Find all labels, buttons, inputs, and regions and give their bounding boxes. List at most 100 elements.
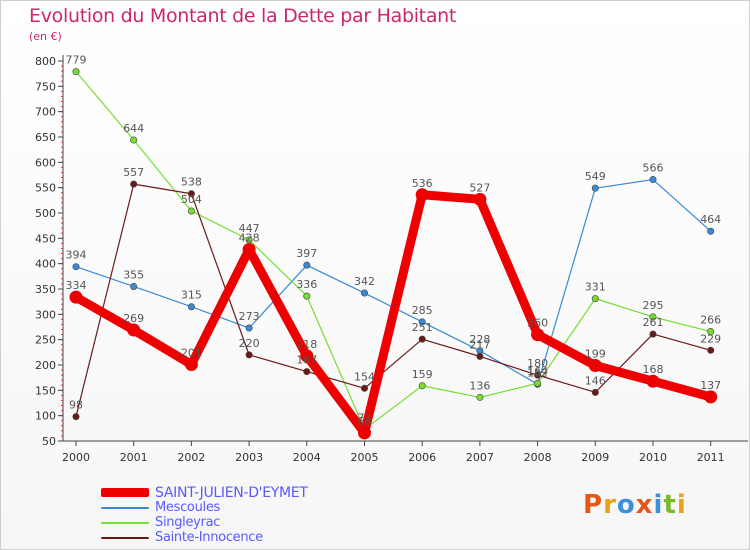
data-point-mescoules xyxy=(649,176,657,184)
data-label-saint-julien-d-eymet: 536 xyxy=(412,177,433,190)
data-label-saint-julien-d-eymet: 201 xyxy=(181,346,202,359)
y-tick-label: 450 xyxy=(35,232,56,245)
data-label-singleyrac: 164 xyxy=(527,365,548,378)
data-point-singleyrac xyxy=(187,207,195,215)
legend-label: Mescoules xyxy=(155,500,221,515)
x-tick-label: 2008 xyxy=(524,451,552,464)
y-tick-label: 800 xyxy=(35,55,56,68)
logo-letter: i xyxy=(676,490,687,520)
data-label-mescoules: 162 xyxy=(527,366,548,379)
data-point-saint-julien-d-eymet xyxy=(242,242,256,256)
data-point-saint-julien-d-eymet xyxy=(531,328,545,342)
data-label-singleyrac: 73 xyxy=(358,411,372,424)
y-tick-label: 500 xyxy=(35,207,56,220)
legend-swatch xyxy=(101,488,149,497)
y-tick-label: 600 xyxy=(35,156,56,169)
data-point-saint-julien-d-eymet xyxy=(473,192,487,206)
data-label-sainte-innocence: 98 xyxy=(69,399,83,412)
unit-label: (en €) xyxy=(29,30,62,43)
data-point-sainte-innocence xyxy=(591,388,599,396)
data-point-sainte-innocence xyxy=(72,413,80,421)
data-label-saint-julien-d-eymet: 260 xyxy=(527,317,548,330)
data-point-mescoules xyxy=(418,318,426,326)
legend-item-saint-julien-d-eymet: SAINT-JULIEN-D'EYMET xyxy=(101,484,308,501)
data-label-sainte-innocence: 261 xyxy=(643,316,664,329)
data-label-sainte-innocence: 146 xyxy=(585,374,606,387)
data-label-singleyrac: 136 xyxy=(469,379,490,392)
legend-item-mescoules: Mescoules xyxy=(101,500,308,515)
legend-label: Sainte-Innocence xyxy=(155,530,263,545)
data-label-saint-julien-d-eymet: 66 xyxy=(358,415,372,428)
data-point-saint-julien-d-eymet xyxy=(300,349,314,363)
data-label-sainte-innocence: 180 xyxy=(527,357,548,370)
data-point-singleyrac xyxy=(649,313,657,321)
logo-letter: i xyxy=(653,490,664,520)
data-point-sainte-innocence xyxy=(707,346,715,354)
y-tick-label: 50 xyxy=(42,435,56,448)
data-point-saint-julien-d-eymet xyxy=(704,390,718,404)
x-tick-label: 2003 xyxy=(235,451,263,464)
data-point-mescoules xyxy=(245,324,253,332)
data-label-singleyrac: 159 xyxy=(412,368,433,381)
data-point-sainte-innocence xyxy=(360,384,368,392)
data-label-saint-julien-d-eymet: 334 xyxy=(66,279,87,292)
data-point-sainte-innocence xyxy=(476,352,484,360)
logo-letter: o xyxy=(616,490,636,520)
data-point-sainte-innocence xyxy=(418,335,426,343)
x-tick-label: 2000 xyxy=(62,451,90,464)
x-tick-label: 2004 xyxy=(293,451,321,464)
data-point-singleyrac xyxy=(534,379,542,387)
data-label-mescoules: 566 xyxy=(643,162,664,175)
data-point-mescoules xyxy=(591,184,599,192)
y-tick-label: 650 xyxy=(35,131,56,144)
data-label-sainte-innocence: 217 xyxy=(469,338,490,351)
data-label-saint-julien-d-eymet: 428 xyxy=(239,231,260,244)
y-tick-label: 250 xyxy=(35,334,56,347)
legend-item-sainte-innocence: Sainte-Innocence xyxy=(101,530,308,545)
data-label-sainte-innocence: 220 xyxy=(239,337,260,350)
data-point-mescoules xyxy=(130,282,138,290)
x-tick-label: 2005 xyxy=(351,451,379,464)
data-label-sainte-innocence: 154 xyxy=(354,370,375,383)
legend-swatch xyxy=(101,506,149,509)
logo-letter: x xyxy=(635,490,654,520)
data-point-saint-julien-d-eymet xyxy=(184,357,198,371)
y-tick-label: 400 xyxy=(35,258,56,271)
x-tick-label: 2009 xyxy=(581,451,609,464)
chart-title: Evolution du Montant de la Dette par Hab… xyxy=(29,5,457,27)
data-label-singleyrac: 295 xyxy=(643,299,664,312)
data-label-singleyrac: 336 xyxy=(296,278,317,291)
series-line-singleyrac xyxy=(75,71,712,430)
x-tick-label: 2007 xyxy=(466,451,494,464)
legend: SAINT-JULIEN-D'EYMET Mescoules Singleyrac S… xyxy=(101,485,308,545)
data-point-singleyrac xyxy=(418,382,426,390)
data-label-mescoules: 397 xyxy=(296,247,317,260)
series-line-saint-julien-d-eymet xyxy=(71,190,716,438)
data-label-singleyrac: 504 xyxy=(181,193,202,206)
y-tick-label: 300 xyxy=(35,308,56,321)
data-label-mescoules: 285 xyxy=(412,304,433,317)
data-point-sainte-innocence xyxy=(649,330,657,338)
y-tick-label: 700 xyxy=(35,106,56,119)
data-label-singleyrac: 779 xyxy=(66,54,87,67)
data-point-sainte-innocence xyxy=(187,190,195,198)
x-tick-label: 2006 xyxy=(408,451,436,464)
series-line-sainte-innocence xyxy=(75,183,712,418)
data-point-saint-julien-d-eymet xyxy=(69,290,83,304)
data-label-saint-julien-d-eymet: 527 xyxy=(469,181,490,194)
data-point-sainte-innocence xyxy=(303,368,311,376)
data-label-sainte-innocence: 538 xyxy=(181,176,202,189)
y-tick-label: 350 xyxy=(35,283,56,296)
data-label-sainte-innocence: 187 xyxy=(296,354,317,367)
legend-label: Singleyrac xyxy=(155,515,221,530)
logo-letter: P xyxy=(583,490,604,520)
data-label-singleyrac: 331 xyxy=(585,281,606,294)
data-label-mescoules: 394 xyxy=(66,249,87,262)
legend-item-singleyrac: Singleyrac xyxy=(101,515,308,530)
legend-label: SAINT-JULIEN-D'EYMET xyxy=(155,484,308,501)
data-point-singleyrac xyxy=(130,136,138,144)
data-point-saint-julien-d-eymet xyxy=(646,374,660,388)
data-point-saint-julien-d-eymet xyxy=(358,426,371,440)
data-point-mescoules xyxy=(360,289,368,297)
